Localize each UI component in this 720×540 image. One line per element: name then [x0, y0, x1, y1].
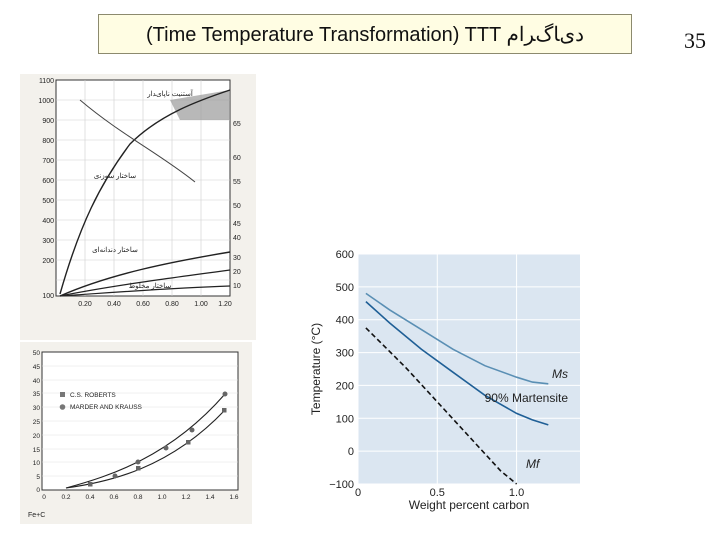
top-left-ytick-right: 65: [233, 121, 241, 128]
top-left-ytick-right: 20: [233, 269, 241, 276]
y-tick-label: 400: [336, 315, 354, 327]
martensite-chart: 600 500 400 300 200 100 0 −100 0 0.5 1.0 Ms 90% Ma…: [306, 244, 588, 516]
label-ms: Ms: [552, 367, 568, 381]
top-left-ytick-right: 40: [233, 235, 241, 242]
bottom-left-xtick: 0.6: [109, 494, 118, 501]
bottom-left-xtick: 1.2: [181, 494, 190, 501]
bottom-left-ytick: 30: [33, 405, 41, 412]
bottom-left-ytick: 35: [33, 391, 41, 398]
y-tick-label: 300: [336, 348, 354, 360]
bottom-left-xtick: 1.6: [229, 494, 238, 501]
top-left-ytick: 1100: [39, 78, 54, 85]
bottom-left-ytick: 5: [36, 474, 40, 481]
bottom-left-ytick: 15: [33, 447, 41, 454]
top-left-ytick: 900: [42, 118, 54, 125]
bottom-left-xtick: 1.0: [157, 494, 166, 501]
label-mf: Mf: [526, 457, 541, 471]
bottom-left-ytick: 45: [33, 364, 41, 371]
top-left-ytick: 1000: [38, 98, 54, 105]
top-left-ytick: 800: [42, 138, 54, 145]
top-left-xtick: 1.20: [218, 301, 232, 308]
plot-area: [358, 254, 580, 484]
bottom-left-xtick: 1.4: [205, 494, 214, 501]
top-left-ytick: 400: [42, 218, 54, 225]
label-90-martensite: 90% Martensite: [485, 391, 569, 405]
top-left-ytick: 200: [42, 258, 54, 265]
top-left-xtick: 1.00: [194, 301, 208, 308]
y-axis-label: Temperature (°C): [309, 323, 323, 415]
top-left-xtick: 0.40: [107, 301, 121, 308]
top-left-ytick: 100: [42, 293, 54, 300]
top-left-ytick: 500: [42, 198, 54, 205]
top-left-ytick-right: 60: [233, 155, 241, 162]
top-left-ytick-right: 10: [233, 283, 241, 290]
scanned-chart-bottom-left: 50 45 40 35 30 25 20 15 10 5 0 0 0.2 0.4…: [20, 342, 252, 524]
top-left-ytick-right: 30: [233, 255, 241, 262]
top-left-ytick-right: 45: [233, 221, 241, 228]
bottom-left-ytick: 10: [33, 460, 41, 467]
top-left-ytick-right: 50: [233, 203, 241, 210]
slide-title-box: (Time Temperature Transformation) TTT دی…: [98, 14, 632, 54]
bottom-left-xtick: 0.8: [133, 494, 142, 501]
bottom-left-ytick: 50: [33, 350, 41, 357]
bottom-left-ytick: 20: [33, 433, 41, 440]
top-left-ytick-right: 55: [233, 179, 241, 186]
top-left-label: ﺳﺎﺧﺘﺎﺭ ﺩﻧﺪﺍﻧﻪ‌ﺍی: [92, 246, 138, 254]
y-tick-label: 500: [336, 282, 354, 294]
bottom-left-caption: Fe+C: [28, 512, 45, 519]
series-line-0: [365, 292, 549, 385]
top-left-ytick: 600: [42, 178, 54, 185]
top-left-ytick: 300: [42, 238, 54, 245]
top-left-xtick: 0.60: [136, 301, 150, 308]
y-tick-label: −100: [329, 479, 354, 491]
y-tick-label: 100: [336, 413, 354, 425]
y-tick-label: 0: [348, 446, 354, 458]
y-tick-label: 200: [336, 380, 354, 392]
series-line-1: [365, 301, 549, 426]
y-tick-label: 600: [336, 249, 354, 261]
legend-roberts: C.S. ROBERTS: [70, 392, 116, 399]
x-tick-label: 0.5: [430, 487, 445, 499]
top-left-label: آﺳﺘﻨﯿﺖ ﻧﺎﭘﺎیﺪﺍﺭ: [146, 88, 194, 98]
top-left-label: ﺳﺎﺧﺘﺎﺭ ﺳﻮﺯﻧی: [94, 172, 136, 180]
scanned-chart-top-left: 1100 1000 900 800 700 600 500 400 300 20…: [20, 74, 256, 340]
bottom-left-ytick: 25: [33, 419, 41, 426]
slide-title: (Time Temperature Transformation) TTT دی…: [145, 23, 584, 46]
top-left-xtick: 0.80: [165, 301, 179, 308]
legend-marder: MARDER AND KRAUSS: [70, 404, 143, 411]
page-number: 35: [684, 28, 706, 53]
top-left-xtick: 0.20: [78, 301, 92, 308]
bottom-left-ytick: 40: [33, 378, 41, 385]
bottom-left-xtick: 0.4: [85, 494, 94, 501]
bottom-left-xtick: 0.2: [61, 494, 70, 501]
top-left-ytick: 700: [42, 158, 54, 165]
x-axis-label: Weight percent carbon: [409, 498, 530, 512]
bottom-left-xtick: 0: [42, 494, 46, 501]
bottom-left-ytick: 0: [36, 487, 40, 494]
x-tick-label: 0: [355, 487, 361, 499]
top-left-label: ﺳﺎﺧﺘﺎﺭ ﻣﺨﻠﻮﻁ: [129, 282, 172, 290]
x-tick-label: 1.0: [509, 487, 524, 499]
